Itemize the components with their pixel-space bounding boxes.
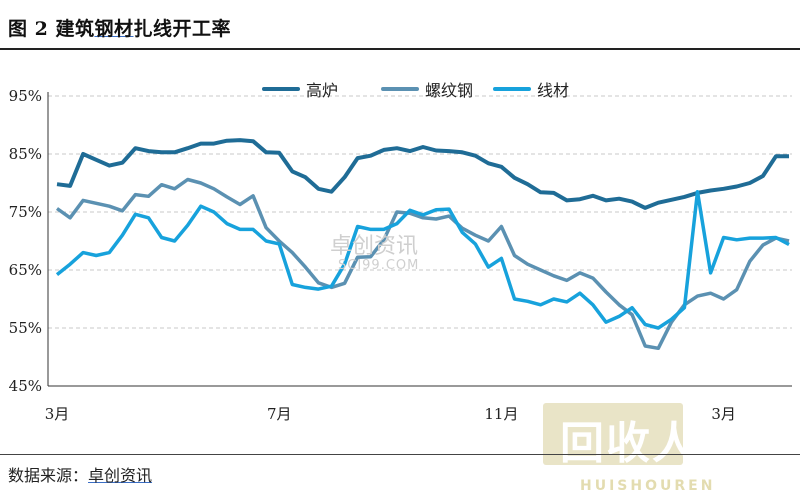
source-link[interactable]: 卓创资讯 — [88, 466, 153, 485]
series-line-0 — [56, 138, 789, 210]
x-tick-label: 3月 — [45, 405, 70, 423]
x-tick-label: 11月 — [484, 405, 518, 423]
watermark: 卓创资讯 — [330, 234, 419, 259]
y-tick-label: 45% — [9, 377, 42, 395]
legend-swatch-xiancai — [493, 87, 531, 91]
watermark-sub: SCI99.COM — [338, 258, 420, 273]
y-tick-label: 55% — [9, 319, 42, 337]
source-bar — [0, 454, 800, 501]
x-tick-label: 3月 — [711, 405, 736, 423]
series-line-2 — [55, 189, 790, 330]
legend-item-luowengang: 螺纹钢 — [381, 77, 473, 101]
series-line-1 — [55, 177, 790, 351]
title-link[interactable]: 钢材 — [94, 18, 134, 40]
logo-subtext: HUISHOUREN — [580, 478, 716, 494]
y-tick-label: 65% — [9, 261, 42, 279]
y-tick-label: 85% — [9, 145, 42, 163]
y-tick-label: 75% — [9, 203, 42, 221]
y-tick-label: 95% — [9, 87, 42, 105]
legend-swatch-gaolu — [262, 87, 300, 91]
title-prefix: 图 2 建筑 — [8, 18, 95, 40]
source-label: 数据来源： — [8, 466, 89, 485]
title-bar — [0, 0, 800, 50]
title-suffix: 扎线开工率 — [133, 18, 231, 40]
legend-label-xiancai: 线材 — [537, 81, 570, 100]
legend-label-luowengang: 螺纹钢 — [425, 81, 474, 100]
legend-swatch-luowengang — [381, 87, 419, 91]
legend: 高炉 螺纹钢 线材 — [0, 77, 800, 101]
logo-text: 回收人 — [560, 418, 698, 469]
legend-item-xiancai: 线材 — [493, 77, 569, 101]
legend-label-gaolu: 高炉 — [306, 81, 339, 100]
source-line: 数据来源：卓创资讯 — [8, 462, 152, 486]
x-tick-label: 7月 — [267, 405, 292, 423]
legend-item-gaolu: 高炉 — [262, 77, 338, 101]
chart-title: 图 2 建筑钢材扎线开工率 — [8, 14, 231, 41]
